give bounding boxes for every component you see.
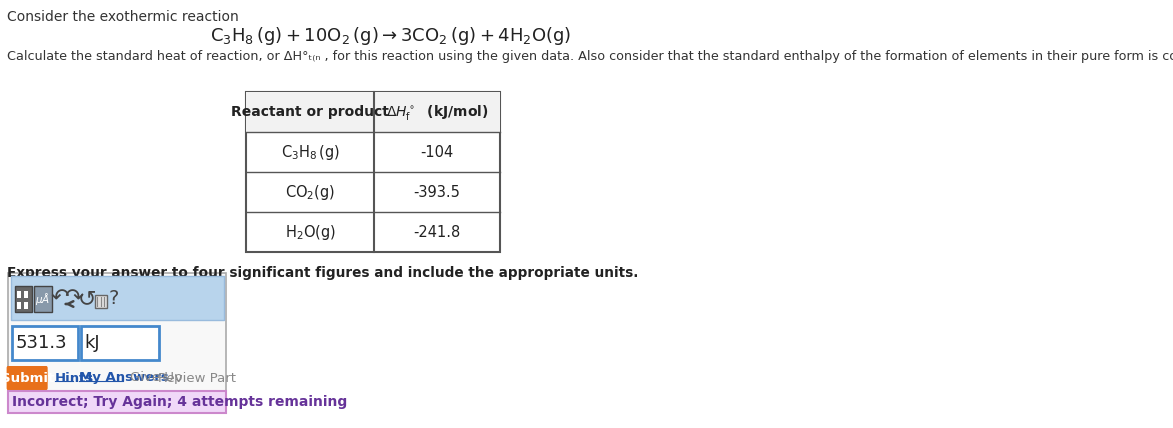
- Text: $\mathrm{CO_2(g)}$: $\mathrm{CO_2(g)}$: [285, 182, 335, 202]
- Bar: [246, 92, 500, 132]
- Text: Reactant or product: Reactant or product: [231, 105, 389, 119]
- Bar: [34, 286, 52, 312]
- Bar: [23, 291, 28, 298]
- Text: -241.8: -241.8: [413, 225, 461, 240]
- Bar: [8, 273, 226, 413]
- Text: My Answers: My Answers: [80, 372, 169, 384]
- Bar: [95, 295, 107, 308]
- Text: Express your answer to four significant figures and include the appropriate unit: Express your answer to four significant …: [7, 266, 638, 280]
- Text: kJ: kJ: [84, 334, 101, 352]
- Text: 531.3: 531.3: [16, 334, 68, 352]
- Text: Incorrect; Try Again; 4 attempts remaining: Incorrect; Try Again; 4 attempts remaini…: [12, 395, 347, 409]
- Bar: [81, 326, 158, 360]
- Text: $\mu\AA$: $\mu\AA$: [35, 291, 50, 307]
- Text: $\mathrm{C_3H_8\,(g) + 10O_2\,(g)\rightarrow 3CO_2\,(g) + 4H_2O(g)}$: $\mathrm{C_3H_8\,(g) + 10O_2\,(g)\righta…: [210, 25, 571, 47]
- Text: $\mathrm{C_3H_8\,(g)}$: $\mathrm{C_3H_8\,(g)}$: [280, 143, 340, 161]
- Text: Hints: Hints: [55, 372, 94, 384]
- Text: $\Delta H^\circ_\mathrm{f}$  (kJ/mol): $\Delta H^\circ_\mathrm{f}$ (kJ/mol): [386, 102, 488, 122]
- Text: Submit: Submit: [0, 372, 54, 384]
- Text: -104: -104: [420, 145, 454, 160]
- Text: Give Up: Give Up: [130, 372, 183, 384]
- Text: Consider the exothermic reaction: Consider the exothermic reaction: [7, 10, 238, 24]
- Bar: [8, 391, 226, 413]
- Bar: [23, 302, 28, 309]
- Bar: [11, 276, 224, 320]
- Text: Calculate the standard heat of reaction, or ΔH°ₜ₍ₙ , for this reaction using the: Calculate the standard heat of reaction,…: [7, 50, 1173, 63]
- Text: $\mathrm{H_2O(g)}$: $\mathrm{H_2O(g)}$: [285, 223, 335, 241]
- Bar: [14, 286, 32, 312]
- Bar: [12, 326, 79, 360]
- Text: ↷: ↷: [65, 289, 83, 309]
- Text: ↶: ↶: [50, 289, 69, 309]
- Text: ↺: ↺: [77, 289, 96, 309]
- Text: -393.5: -393.5: [414, 184, 460, 199]
- FancyBboxPatch shape: [7, 366, 48, 390]
- Bar: [16, 291, 21, 298]
- Bar: [16, 302, 21, 309]
- Text: Review Part: Review Part: [157, 372, 236, 384]
- Bar: [246, 92, 500, 252]
- Text: ?: ?: [109, 289, 118, 309]
